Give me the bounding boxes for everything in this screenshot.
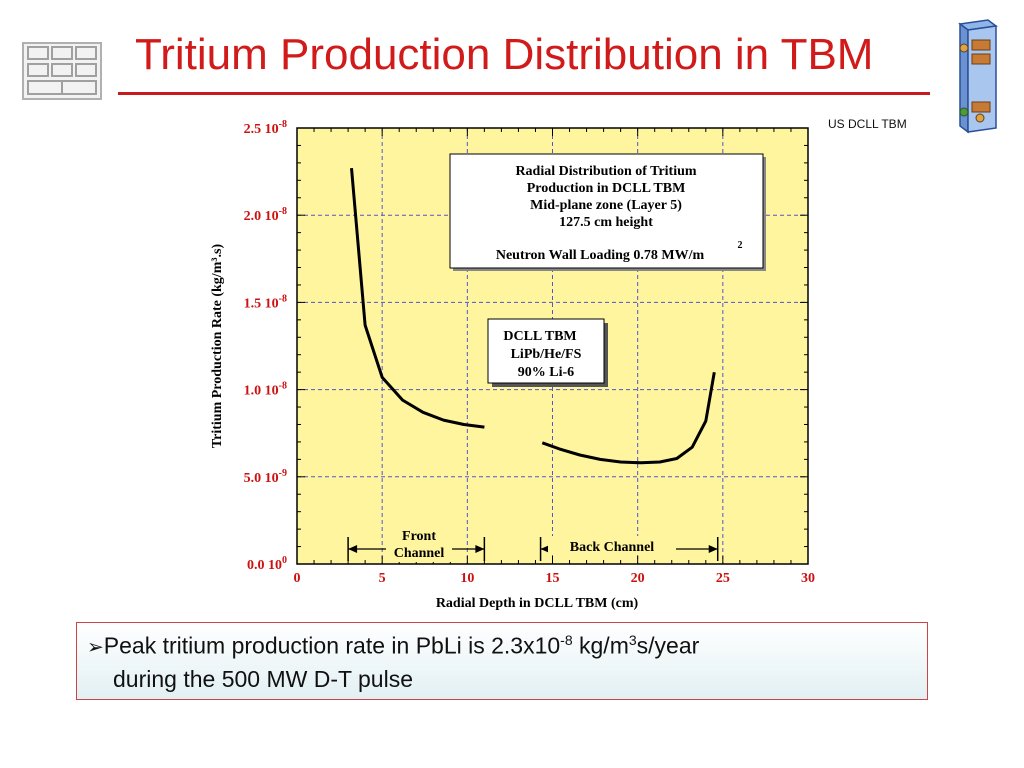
material-box-line-3: 90% Li-6 xyxy=(518,365,574,380)
y-tick-label: 5.0 10-9 xyxy=(244,468,287,486)
back-channel-label-bg xyxy=(548,536,676,554)
info-box-line-2: Production in DCLL TBM xyxy=(527,181,686,196)
tbm-module-icon xyxy=(958,19,998,134)
info-box-line-1: Radial Distribution of Tritium xyxy=(515,164,696,179)
key-finding-box: ➢Peak tritium production rate in PbLi is… xyxy=(76,622,928,700)
back-channel-arrowhead-left xyxy=(540,545,550,553)
material-box-annotation: DCLL TBM LiPb/He/FS 90% Li-6 xyxy=(487,318,608,387)
finding-exponent-1: -8 xyxy=(560,632,573,648)
finding-exponent-2: 3 xyxy=(628,632,637,648)
back-channel-label: Back Channel xyxy=(570,540,655,555)
front-channel-arrowhead-left xyxy=(348,545,358,553)
front-channel-label-1: Front xyxy=(402,529,436,544)
x-tick-label: 10 xyxy=(460,571,474,586)
y-tick-labels: 0.0 100 5.0 10-9 1.0 10-8 1.5 10-8 2.0 10-8 2… xyxy=(244,119,287,573)
series-line-1 xyxy=(350,167,485,429)
data-series xyxy=(350,167,716,465)
front-channel-label-2: Channel xyxy=(394,546,445,561)
x-tick-label: 30 xyxy=(801,571,815,586)
key-finding-line-1: ➢Peak tritium production rate in PbLi is… xyxy=(87,632,699,660)
back-channel-arrowhead-right xyxy=(708,545,718,553)
x-tick-label: 25 xyxy=(716,571,730,586)
finding-text-a: Peak tritium production rate in PbLi is … xyxy=(103,632,561,659)
x-tick-labels: 0 5 10 15 20 25 30 xyxy=(294,571,816,586)
y-tick-label: 1.0 10-8 xyxy=(244,381,287,399)
y-tick-label: 2.5 10-8 xyxy=(244,119,287,137)
info-box-line-4: 127.5 cm height xyxy=(559,215,653,230)
building-logo-icon xyxy=(22,42,102,100)
x-tick-label: 20 xyxy=(631,571,645,586)
x-tick-label: 5 xyxy=(379,571,386,586)
y-tick-label: 1.5 10-8 xyxy=(244,293,287,311)
y-tick-label: 0.0 100 xyxy=(247,555,287,573)
y-tick-label: 2.0 10-8 xyxy=(244,206,287,224)
front-channel-label-bg xyxy=(386,526,452,562)
key-finding-line-2: during the 500 MW D-T pulse xyxy=(113,666,413,692)
series-line-2 xyxy=(541,371,716,465)
arrow-bullet-icon: ➢ xyxy=(87,636,104,659)
finding-text-c: s/year xyxy=(636,632,700,659)
slide-title: Tritium Production Distribution in TBM xyxy=(135,30,874,79)
y-axis-title: Tritium Production Rate (kg/m³.s) xyxy=(210,244,225,449)
front-channel-arrowhead-right xyxy=(475,545,485,553)
info-box-annotation: Radial Distribution of Tritium Productio… xyxy=(449,153,766,271)
info-box-line-5: Neutron Wall Loading 0.78 MW/m xyxy=(496,248,705,263)
axis-ticks xyxy=(296,127,809,565)
material-box-line-1: DCLL TBM xyxy=(503,329,576,344)
tritium-production-chart: 0 5 10 15 20 25 30 0.0 100 5.0 10-9 1.0 10-8 1.5 … xyxy=(210,119,816,611)
us-dcll-tag: US DCLL TBM xyxy=(828,117,907,131)
title-divider xyxy=(118,92,930,95)
finding-text-b: kg/m xyxy=(572,632,629,659)
info-box-line-3: Mid-plane zone (Layer 5) xyxy=(530,198,682,213)
info-box-line-5-exponent: 2 xyxy=(738,240,743,251)
material-box-line-2: LiPb/He/FS xyxy=(511,347,582,362)
x-tick-label: 0 xyxy=(294,571,301,586)
x-axis-title: Radial Depth in DCLL TBM (cm) xyxy=(436,596,639,611)
x-tick-label: 15 xyxy=(546,571,560,586)
channel-markers xyxy=(347,526,719,562)
